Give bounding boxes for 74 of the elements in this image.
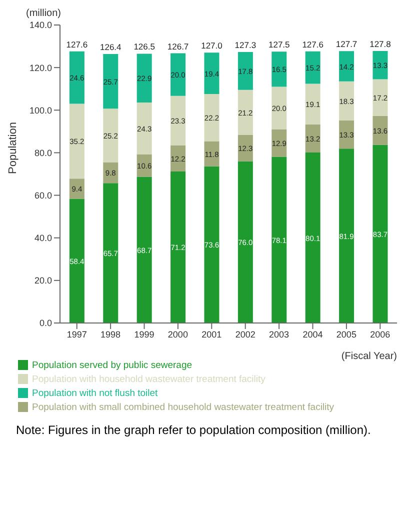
bar (204, 141, 220, 166)
legend-label: Population with not flush toilet (32, 388, 158, 399)
x-tick-label: 1998 (100, 329, 121, 340)
bar (136, 54, 152, 102)
bar (372, 79, 388, 116)
bar (339, 120, 354, 149)
bar (305, 124, 320, 152)
bar (272, 52, 287, 87)
bar (339, 81, 354, 120)
bar (170, 53, 186, 96)
bar (339, 51, 354, 82)
x-tick-label: 2001 (202, 329, 222, 340)
total-label: 127.3 (234, 40, 256, 50)
bar (204, 166, 220, 323)
bar (69, 104, 84, 179)
text: (million) (25, 8, 62, 19)
x-tick-label: 2005 (336, 329, 356, 340)
total-label: 126.5 (134, 42, 156, 52)
x-tick-label: 1999 (134, 329, 154, 340)
y-tick-label: 20.0 (34, 276, 52, 286)
total-label: 126.7 (167, 41, 189, 52)
legend-label: Population with small combined household wastewater treatment facility (32, 402, 334, 413)
bar (238, 90, 253, 136)
y-tick-label: 100.0 (29, 105, 52, 116)
total-label: 126.4 (100, 42, 122, 52)
bar (238, 52, 253, 90)
x-tick-label: 2004 (302, 329, 323, 340)
bar (305, 152, 320, 323)
legend-label: Population with household wastewater treatment facility (32, 374, 266, 385)
bar (69, 198, 84, 323)
bar (372, 50, 388, 80)
y-tick-label: 0.0 (39, 318, 52, 328)
bar (103, 108, 118, 162)
bar (305, 84, 320, 124)
bar (170, 96, 186, 146)
x-tick-label: 2003 (269, 329, 290, 340)
bar (69, 178, 84, 199)
bar (238, 135, 253, 162)
bar (272, 86, 287, 130)
bar (272, 129, 287, 157)
x-tick-label: 2000 (168, 329, 188, 340)
bar (170, 171, 186, 323)
y-tick-label: 120.0 (29, 62, 52, 73)
bar (136, 176, 152, 323)
bar (103, 54, 118, 109)
total-label: 127.7 (336, 39, 358, 50)
y-tick-label: 140.0 (29, 20, 52, 30)
bar (204, 52, 220, 94)
x-tick-label: 2006 (370, 329, 390, 340)
total-label: 127.6 (66, 39, 88, 50)
text: Note: Figures in the graph refer to population composition (million). (15, 423, 372, 437)
bar (103, 183, 118, 323)
legend-label: Population served by public sewerage (32, 360, 192, 371)
y-tick-label: 40.0 (34, 233, 52, 244)
bar (372, 144, 388, 323)
bar (305, 51, 320, 84)
x-tick-label: 1997 (66, 329, 87, 340)
x-tick-label: 2002 (235, 329, 256, 340)
y-axis-title: Population (6, 122, 19, 174)
total-label: 127.0 (201, 40, 223, 51)
bar (69, 51, 84, 104)
y-tick-label: 60.0 (34, 190, 52, 200)
bar (339, 148, 354, 323)
total-label: 127.8 (370, 38, 392, 49)
total-label: 127.6 (302, 39, 324, 50)
bar (372, 116, 388, 145)
y-tick-label: 80.0 (34, 148, 52, 158)
bar (272, 156, 287, 323)
bar (170, 145, 186, 172)
x-axis-title: (Fiscal Year) (341, 351, 397, 362)
bar (204, 94, 220, 142)
total-label: 127.5 (268, 40, 290, 50)
bar (136, 102, 152, 154)
bar (238, 161, 253, 323)
